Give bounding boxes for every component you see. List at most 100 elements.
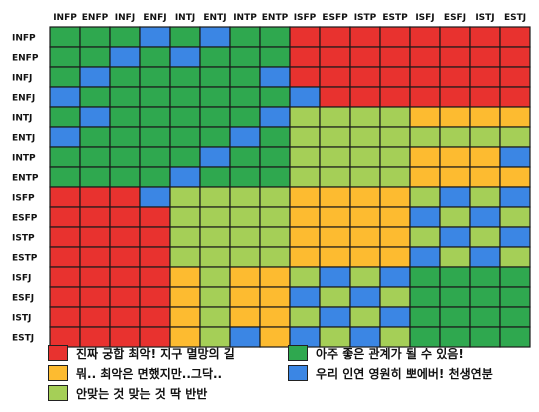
heatmap-grid — [49, 26, 531, 348]
col-label-estj: ESTJ — [504, 13, 526, 23]
cell-intp-estj — [499, 146, 531, 168]
cell-entj-infj — [109, 126, 141, 148]
cell-infj-infj — [109, 66, 141, 88]
cell-infj-enfp — [79, 66, 111, 88]
cell-entj-istj — [469, 126, 501, 148]
cell-entp-esfp — [319, 166, 351, 188]
cell-estj-entj — [199, 326, 231, 348]
cell-esfj-enfj — [139, 286, 171, 308]
cell-esfj-infj — [109, 286, 141, 308]
cell-intj-entp — [259, 106, 291, 128]
cell-infp-entp — [259, 26, 291, 48]
cell-istj-estj — [499, 306, 531, 328]
cell-entp-enfj — [139, 166, 171, 188]
cell-estp-estp — [379, 246, 411, 268]
cell-isfp-isfp — [289, 186, 321, 208]
cell-istp-isfp — [289, 226, 321, 248]
cell-estp-istj — [469, 246, 501, 268]
cell-isfp-esfp — [319, 186, 351, 208]
cell-entp-intj — [169, 166, 201, 188]
cell-enfj-intp — [229, 86, 261, 108]
row-label-estj: ESTJ — [12, 334, 34, 344]
row-label-infj: INFJ — [12, 74, 32, 84]
cell-enfj-esfp — [319, 86, 351, 108]
cell-esfj-entj — [199, 286, 231, 308]
cell-estp-intj — [169, 246, 201, 268]
cell-enfp-infj — [109, 46, 141, 68]
cell-isfj-estj — [499, 266, 531, 288]
cell-isfj-infp — [49, 266, 81, 288]
cell-entp-intp — [229, 166, 261, 188]
cell-infj-enfj — [139, 66, 171, 88]
cell-infp-esfp — [319, 26, 351, 48]
cell-isfp-entj — [199, 186, 231, 208]
cell-infp-enfp — [79, 26, 111, 48]
cell-estj-istj — [469, 326, 501, 348]
cell-intj-isfp — [289, 106, 321, 128]
cell-istj-estp — [379, 306, 411, 328]
cell-esfp-estp — [379, 206, 411, 228]
cell-esfp-isfj — [409, 206, 441, 228]
cell-infp-enfj — [139, 26, 171, 48]
cell-istp-istp — [349, 226, 381, 248]
cell-istp-esfj — [439, 226, 471, 248]
cell-enfp-entp — [259, 46, 291, 68]
cell-entj-intp — [229, 126, 261, 148]
cell-istj-esfj — [439, 306, 471, 328]
cell-esfp-esfj — [439, 206, 471, 228]
cell-istp-entp — [259, 226, 291, 248]
cell-enfp-entj — [199, 46, 231, 68]
cell-estj-isfp — [289, 326, 321, 348]
cell-esfp-intp — [229, 206, 261, 228]
cell-infp-intj — [169, 26, 201, 48]
cell-istj-esfp — [319, 306, 351, 328]
cell-enfp-istj — [469, 46, 501, 68]
cell-esfj-istp — [349, 286, 381, 308]
cell-estj-esfp — [319, 326, 351, 348]
cell-intp-enfp — [79, 146, 111, 168]
cell-intj-istj — [469, 106, 501, 128]
row-label-istp: ISTP — [12, 234, 35, 244]
cell-infj-estp — [379, 66, 411, 88]
column-labels: INFP ENFP INFJ ENFJ INTJ ENTJ INTP ENTP ISFP ESFP… — [53, 13, 526, 23]
cell-intj-intj — [169, 106, 201, 128]
cell-enfj-isfp — [289, 86, 321, 108]
cell-entp-istp — [349, 166, 381, 188]
cell-isfp-infj — [109, 186, 141, 208]
cell-estj-intj — [169, 326, 201, 348]
cell-istj-istj — [469, 306, 501, 328]
cell-entp-esfj — [439, 166, 471, 188]
cell-entp-estp — [379, 166, 411, 188]
cell-estj-estj — [499, 326, 531, 348]
cell-enfj-estp — [379, 86, 411, 108]
cell-entj-enfj — [139, 126, 171, 148]
cell-infj-intj — [169, 66, 201, 88]
cell-esfp-infj — [109, 206, 141, 228]
cell-entp-infp — [49, 166, 81, 188]
cell-infj-intp — [229, 66, 261, 88]
cell-esfj-istj — [469, 286, 501, 308]
col-label-estp: ESTP — [382, 13, 408, 23]
col-label-istp: ISTP — [354, 13, 377, 23]
cell-istp-infp — [49, 226, 81, 248]
cell-entj-esfj — [439, 126, 471, 148]
cell-isfj-entj — [199, 266, 231, 288]
cell-estj-enfj — [139, 326, 171, 348]
cell-infj-entj — [199, 66, 231, 88]
row-label-intp: INTP — [12, 154, 36, 164]
cell-enfp-istp — [349, 46, 381, 68]
cell-infp-infp — [49, 26, 81, 48]
cell-intj-esfj — [439, 106, 471, 128]
cell-entp-isfp — [289, 166, 321, 188]
cell-isfj-estp — [379, 266, 411, 288]
cell-enfp-isfj — [409, 46, 441, 68]
cell-istj-istp — [349, 306, 381, 328]
cell-estj-estp — [379, 326, 411, 348]
cell-isfp-infp — [49, 186, 81, 208]
cell-estj-infp — [49, 326, 81, 348]
cell-estp-estj — [499, 246, 531, 268]
cell-estj-istp — [349, 326, 381, 348]
cell-enfp-enfp — [79, 46, 111, 68]
cell-intj-isfj — [409, 106, 441, 128]
